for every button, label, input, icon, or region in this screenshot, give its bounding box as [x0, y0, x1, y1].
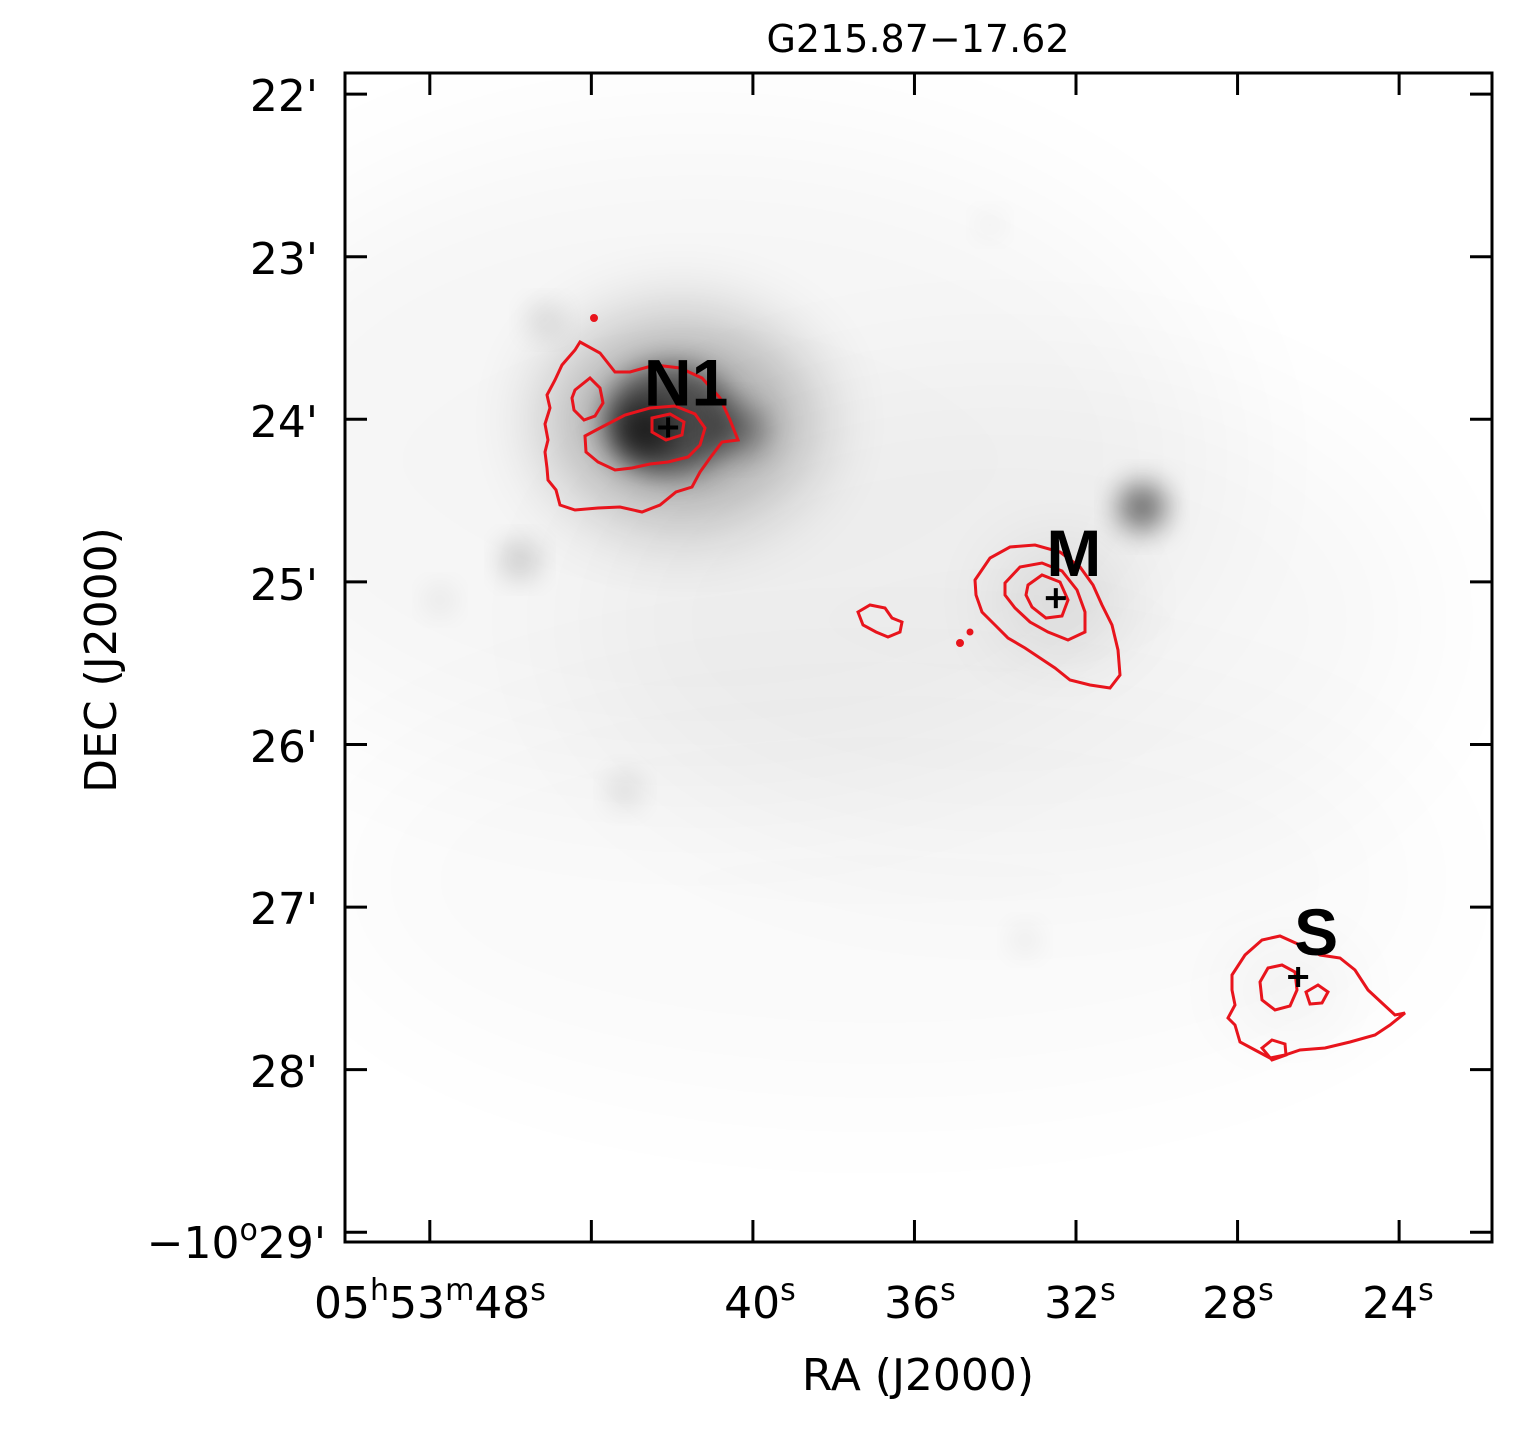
contour-n1-mid: [583, 404, 707, 472]
contours: [543, 314, 1406, 1062]
source-m: M: [1045, 516, 1101, 609]
x-axis-label: RA (J2000): [802, 1350, 1034, 1401]
contour-s-bottom: [1259, 1038, 1288, 1062]
source-label: M: [1046, 516, 1101, 590]
x-tick-label: 24s: [1362, 1273, 1434, 1329]
contour-m-dot-2: [966, 628, 974, 636]
x-tick-label-first: 05h53m48s: [314, 1273, 546, 1329]
y-tick-labels: 22' 23' 24' 25' 26' 27' 28' −10o29': [147, 71, 326, 1269]
y-tick-label: 24': [250, 397, 318, 448]
contour-n1-core: [650, 412, 686, 442]
grayscale-image: [345, 73, 1492, 1242]
x-tick-label: 28s: [1202, 1273, 1274, 1329]
x-tick-label: 36s: [884, 1273, 956, 1329]
source-label: S: [1294, 895, 1338, 969]
ticks: [345, 73, 1492, 1242]
contour-m-mid: [1003, 561, 1087, 642]
contour-m-small: [856, 603, 904, 639]
contour-s-inner-right: [1304, 983, 1330, 1006]
chart-title: G215.87−17.62: [766, 17, 1069, 61]
y-tick-label: 28': [250, 1047, 318, 1098]
x-tick-labels: 05h53m48s 40s 36s 32s 28s 24s: [314, 1273, 1434, 1329]
y-tick-label-last: −10o29': [147, 1213, 326, 1269]
contour-m-outer: [973, 543, 1122, 690]
contour-m-core: [1024, 573, 1070, 620]
source-label: N1: [644, 345, 728, 419]
contour-n1-outer: [543, 340, 741, 514]
x-tick-label: 32s: [1044, 1273, 1116, 1329]
contour-m-dot: [956, 639, 964, 647]
y-tick-label: 22': [250, 71, 318, 122]
sources: N1 M S: [644, 345, 1338, 987]
y-tick-label: 26': [250, 722, 318, 773]
y-tick-label: 25': [250, 560, 318, 611]
contour-s-inner: [1258, 963, 1299, 1012]
contour-n1-inner-left: [570, 375, 605, 422]
plot-frame: [343, 71, 1494, 1244]
x-tick-label: 40s: [724, 1273, 796, 1329]
source-n1: N1: [644, 345, 728, 438]
contour-n1-dot: [590, 314, 598, 322]
y-tick-label: 27': [250, 884, 318, 935]
y-axis-label: DEC (J2000): [76, 527, 127, 793]
y-tick-label: 23': [250, 234, 318, 285]
source-s: S: [1288, 895, 1338, 987]
contour-s-outer: [1226, 934, 1406, 1060]
